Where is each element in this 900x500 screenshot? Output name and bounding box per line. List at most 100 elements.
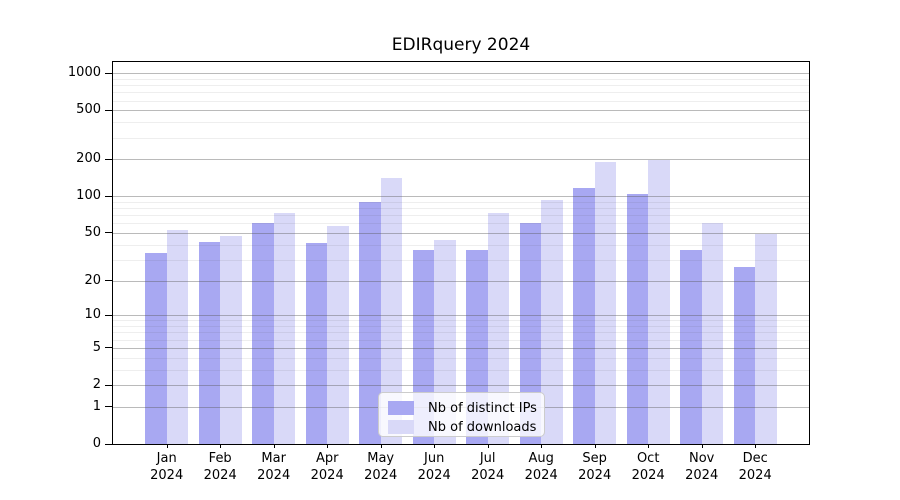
y-tick-label-10: 10 (84, 307, 101, 323)
bar-downloads-dec (755, 234, 777, 444)
x-tick-year: 2024 (364, 468, 398, 483)
y-tick-mark-500 (105, 109, 112, 111)
legend-item-downloads: Nb of downloads (388, 418, 544, 436)
gridline-minor-8 (113, 326, 809, 328)
gridline-minor-90 (113, 201, 809, 203)
bar-downloads-oct (648, 160, 670, 444)
y-tick-mark-0 (105, 443, 112, 445)
x-tick-mark-sep (594, 444, 596, 448)
x-tick-mark-oct (648, 444, 650, 448)
x-tick-year: 2024 (203, 468, 237, 483)
gridline-2 (113, 385, 809, 387)
gridline-5 (113, 347, 809, 349)
legend-swatch-distinct-ips (388, 401, 414, 415)
bar-distinct-ips-apr (305, 243, 328, 444)
x-tick-year: 2024 (417, 468, 451, 483)
x-tick-label-oct: Oct 2024 (620, 450, 676, 484)
y-tick-mark-1000 (105, 72, 112, 74)
x-tick-year: 2024 (738, 468, 772, 483)
x-tick-label-may: May 2024 (353, 450, 409, 484)
y-tick-mark-1 (105, 406, 112, 408)
y-tick-label-1000: 1000 (67, 65, 101, 81)
chart-title: EDIRquery 2024 (391, 35, 531, 55)
gridline-minor-9 (113, 320, 809, 322)
y-tick-mark-100 (105, 195, 112, 197)
y-tick-label-2: 2 (92, 377, 101, 393)
gridline-200 (113, 159, 809, 161)
x-tick-mark-dec (755, 444, 757, 448)
bar-downloads-jan (166, 229, 189, 444)
bar-downloads-sep (594, 161, 617, 444)
bar-distinct-ips-jan (145, 253, 167, 444)
x-tick-label-jun: Jun 2024 (406, 450, 462, 484)
y-tick-mark-200 (105, 158, 112, 160)
x-tick-mark-apr (327, 444, 329, 448)
x-tick-year: 2024 (685, 468, 719, 483)
gridline-minor-30 (113, 259, 809, 261)
x-tick-label-nov: Nov 2024 (674, 450, 730, 484)
bar-distinct-ips-may (359, 201, 381, 444)
bar-distinct-ips-sep (573, 188, 595, 444)
x-tick-month: Sep (582, 451, 607, 466)
y-tick-label-20: 20 (84, 272, 101, 288)
gridline-minor-80 (113, 208, 809, 210)
x-tick-mark-feb (220, 444, 222, 448)
x-tick-month: Dec (742, 451, 768, 466)
x-tick-mark-jun (434, 444, 436, 448)
y-tick-mark-5 (105, 347, 112, 349)
x-tick-year: 2024 (524, 468, 558, 483)
x-tick-mark-jan (166, 444, 168, 448)
x-tick-mark-mar (273, 444, 275, 448)
gridline-minor-70 (113, 215, 809, 217)
x-tick-mark-jul (487, 444, 489, 448)
x-tick-month: Jul (479, 451, 496, 466)
gridline-minor-60 (113, 223, 809, 225)
gridline-minor-600 (113, 100, 809, 102)
bar-downloads-jul (487, 212, 510, 444)
x-tick-label-feb: Feb 2024 (192, 450, 248, 484)
gridline-minor-700 (113, 92, 809, 94)
x-tick-year: 2024 (257, 468, 291, 483)
gridline-minor-400 (113, 122, 809, 124)
bar-distinct-ips-oct (626, 193, 649, 444)
x-tick-label-jan: Jan 2024 (139, 450, 195, 484)
y-tick-mark-2 (105, 384, 112, 386)
x-tick-label-dec: Dec 2024 (727, 450, 783, 484)
legend-label-distinct-ips: Nb of distinct IPs (428, 400, 537, 416)
y-tick-mark-50 (105, 232, 112, 234)
y-tick-label-5: 5 (92, 339, 101, 355)
bar-distinct-ips-mar (252, 223, 274, 444)
gridline-20 (113, 280, 809, 282)
gridline-minor-3 (113, 369, 809, 371)
gridline-10 (113, 315, 809, 317)
bar-downloads-feb (220, 236, 242, 444)
y-tick-mark-20 (105, 280, 112, 282)
gridline-1000 (113, 73, 809, 75)
x-tick-month: Apr (315, 451, 339, 466)
gridline-minor-7 (113, 332, 809, 334)
plot-area (112, 61, 810, 445)
x-tick-month: Nov (689, 451, 715, 466)
bar-downloads-may (380, 178, 403, 444)
gridline-100 (113, 196, 809, 198)
x-tick-month: Aug (528, 451, 554, 466)
gridline-minor-900 (113, 78, 809, 80)
x-tick-month: Mar (261, 451, 286, 466)
y-tick-label-0: 0 (92, 436, 101, 451)
gridline-minor-6 (113, 339, 809, 341)
gridline-minor-300 (113, 137, 809, 139)
bar-distinct-ips-aug (519, 223, 542, 444)
x-tick-month: Jan (156, 451, 177, 466)
x-tick-year: 2024 (471, 468, 505, 483)
y-tick-label-200: 200 (76, 151, 101, 167)
gridline-minor-40 (113, 244, 809, 246)
legend-label-downloads: Nb of downloads (428, 419, 537, 435)
gridline-500 (113, 110, 809, 112)
y-tick-label-50: 50 (84, 224, 101, 240)
y-tick-label-100: 100 (76, 188, 101, 204)
x-tick-label-aug: Aug 2024 (513, 450, 569, 484)
x-tick-label-apr: Apr 2024 (299, 450, 355, 484)
x-tick-label-sep: Sep 2024 (567, 450, 623, 484)
x-tick-month: May (367, 451, 395, 466)
